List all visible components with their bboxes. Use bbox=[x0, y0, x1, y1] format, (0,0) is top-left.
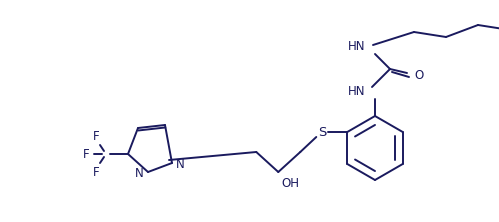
Text: N: N bbox=[135, 166, 144, 180]
Text: HN: HN bbox=[347, 85, 365, 97]
Text: F: F bbox=[93, 165, 99, 178]
Text: O: O bbox=[414, 69, 424, 81]
Text: F: F bbox=[93, 129, 99, 143]
Text: OH: OH bbox=[281, 176, 299, 190]
Text: N: N bbox=[176, 157, 185, 170]
Text: S: S bbox=[318, 125, 326, 139]
Text: HN: HN bbox=[347, 40, 365, 54]
Text: F: F bbox=[83, 147, 89, 161]
